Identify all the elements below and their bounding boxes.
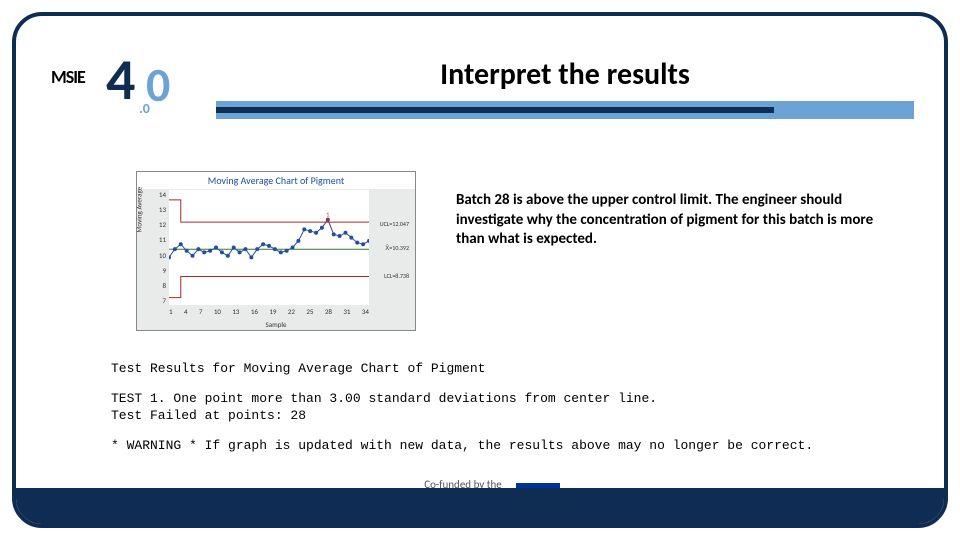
lcl-label: LCL=8.738 (384, 272, 409, 280)
center-label: X̄=10.392 (385, 244, 409, 252)
svg-text:1: 1 (326, 211, 329, 219)
logo-digit-4: 4 (106, 51, 135, 109)
slide-title-block: Interpret the results (216, 56, 914, 125)
footer: Co-funded by the Erasmus+ Programme of t… (16, 474, 944, 518)
cofunded-text: Co-funded by the Erasmus+ Programme of t… (400, 478, 501, 518)
test-results-block: Test Results for Moving Average Chart of… (111, 360, 891, 466)
results-warning: * WARNING * If graph is updated with new… (111, 437, 891, 455)
title-underline-dark (216, 107, 774, 113)
eu-flag-icon (516, 483, 560, 513)
ucl-label: UCL=12.047 (380, 220, 409, 228)
chart-yticks: 7891011121314 (154, 190, 166, 305)
results-heading: Test Results for Moving Average Chart of… (111, 360, 891, 378)
results-test1: TEST 1. One point more than 3.00 standar… (111, 390, 891, 425)
slide-frame: MSIE 4 .0 0 Interpret the results Moving… (12, 12, 948, 528)
chart-ylabel: Moving Average (135, 187, 144, 233)
explanation-text: Batch 28 is above the upper control limi… (456, 191, 896, 250)
chart-xlabel: Sample (137, 320, 415, 329)
chart-plot: 1 (169, 190, 369, 305)
slide-title: Interpret the results (216, 56, 914, 93)
moving-average-chart: Moving Average Chart of Pigment Moving A… (136, 171, 416, 331)
chart-title: Moving Average Chart of Pigment (137, 172, 415, 189)
logo-text: MSIE (51, 66, 85, 88)
brand-logo: MSIE 4 .0 0 (51, 56, 161, 116)
chart-xticks: 147101316192225283134 (169, 307, 369, 316)
logo-digit-0: 0 (146, 61, 170, 109)
